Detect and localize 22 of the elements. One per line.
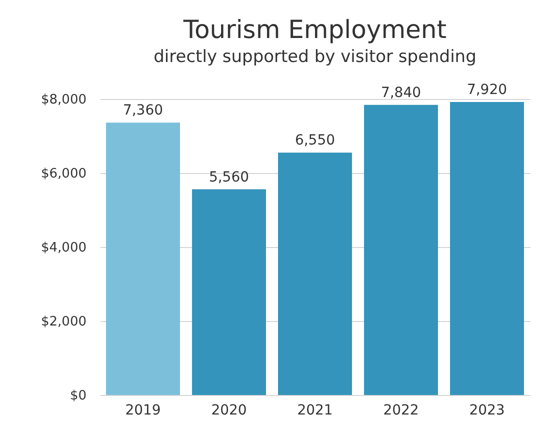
data-label: 7,360 xyxy=(122,102,164,119)
bar xyxy=(106,122,180,395)
bar xyxy=(192,189,266,395)
y-tick-label: $6,000 xyxy=(41,166,86,182)
data-label: 7,920 xyxy=(466,82,508,98)
x-tick-label: 2021 xyxy=(297,402,333,418)
x-tick-label: 2019 xyxy=(125,402,161,418)
chart-subtitle: directly supported by visitor spending xyxy=(154,46,476,67)
y-tick-label: $0 xyxy=(70,388,86,404)
chart-title: Tourism Employment xyxy=(182,14,447,44)
x-tick-label: 2020 xyxy=(211,402,247,418)
data-label: 5,560 xyxy=(208,169,250,186)
bar xyxy=(278,152,352,395)
y-tick-label: $4,000 xyxy=(41,240,86,256)
bar xyxy=(450,102,524,395)
y-tick-label: $2,000 xyxy=(41,314,86,330)
bar xyxy=(364,104,438,395)
data-label: 7,840 xyxy=(380,84,422,101)
x-tick-label: 2023 xyxy=(469,402,505,418)
y-tick-label: $8,000 xyxy=(41,92,86,108)
x-tick-label: 2022 xyxy=(383,402,419,418)
data-label: 6,550 xyxy=(294,132,336,149)
